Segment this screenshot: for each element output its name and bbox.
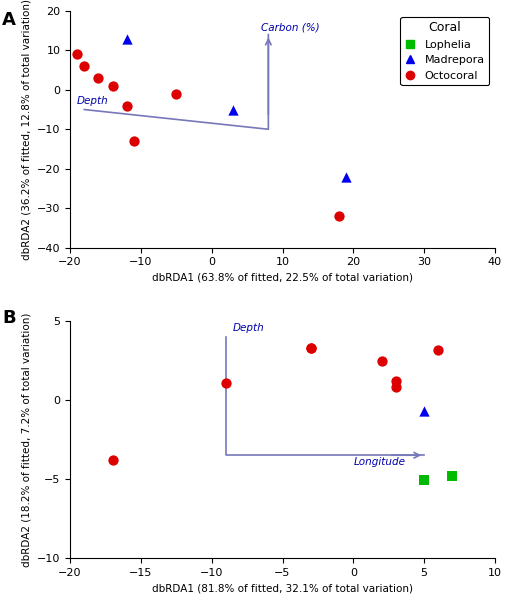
Point: [94, 73, 102, 83]
Point: [307, 343, 315, 353]
Point: [73, 50, 81, 59]
Point: [108, 81, 117, 91]
Legend: Lophelia, Madrepora, Octocoral: Lophelia, Madrepora, Octocoral: [401, 16, 490, 85]
Text: A: A: [2, 11, 16, 29]
Point: [420, 406, 428, 416]
Point: [392, 383, 400, 392]
Point: [172, 89, 180, 98]
Point: [378, 356, 386, 365]
X-axis label: dbRDA1 (81.8% of fitted, 32.1% of total variation): dbRDA1 (81.8% of fitted, 32.1% of total …: [152, 583, 413, 593]
Point: [123, 101, 131, 110]
Text: B: B: [2, 310, 16, 328]
Text: Longitude: Longitude: [353, 457, 405, 467]
Point: [448, 471, 457, 481]
Point: [420, 476, 428, 485]
Y-axis label: dbRDA2 (36.2% of fitted, 12.8% of total variation): dbRDA2 (36.2% of fitted, 12.8% of total …: [21, 0, 31, 260]
Text: Depth: Depth: [233, 323, 265, 332]
Point: [392, 376, 400, 386]
Point: [123, 34, 131, 43]
Point: [222, 378, 230, 388]
Y-axis label: dbRDA2 (18.2% of fitted, 7.2% of total variation): dbRDA2 (18.2% of fitted, 7.2% of total v…: [21, 312, 32, 566]
Point: [413, 41, 421, 51]
X-axis label: dbRDA1 (63.8% of fitted, 22.5% of total variation): dbRDA1 (63.8% of fitted, 22.5% of total …: [152, 273, 413, 283]
Point: [342, 172, 350, 181]
Point: [80, 61, 88, 71]
Text: Carbon (%): Carbon (%): [261, 23, 320, 32]
Point: [307, 343, 315, 353]
Point: [427, 38, 435, 47]
Point: [229, 105, 237, 115]
Point: [335, 211, 343, 221]
Point: [434, 345, 442, 355]
Point: [130, 136, 138, 146]
Text: Depth: Depth: [77, 95, 109, 106]
Point: [108, 455, 117, 465]
